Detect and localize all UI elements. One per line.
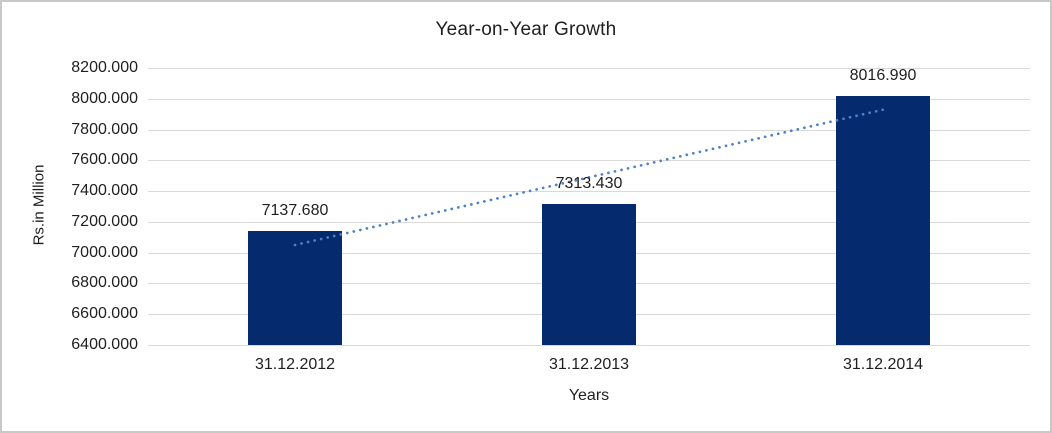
y-tick-label: 7000.000 <box>71 243 138 261</box>
y-tick-label: 6800.000 <box>71 274 138 292</box>
gridline <box>148 68 1030 69</box>
bar <box>836 96 930 345</box>
plot-area <box>148 68 1030 346</box>
x-axis-title: Years <box>568 387 610 404</box>
y-tick-label: 6600.000 <box>71 305 138 323</box>
gridline <box>148 129 1030 131</box>
chart-title: Year-on-Year Growth <box>435 19 617 40</box>
y-tick-label: 7200.000 <box>71 212 138 230</box>
gridline <box>148 345 1030 346</box>
x-category-label: 31.12.2013 <box>548 356 630 373</box>
y-tick-label: 8000.000 <box>71 89 138 107</box>
y-tick-label: 7600.000 <box>71 151 138 169</box>
gridline <box>148 191 1030 193</box>
y-axis-title: Rs.in Million <box>30 164 48 246</box>
y-tick-label: 8200.000 <box>71 59 138 76</box>
y-tick-label: 7800.000 <box>71 120 138 138</box>
gridline <box>148 98 1030 100</box>
bar <box>542 204 636 345</box>
bar <box>248 231 342 345</box>
x-category-label: 31.12.2012 <box>254 356 336 373</box>
y-tick-label: 7400.000 <box>71 182 138 200</box>
x-category-label: 31.12.2014 <box>842 356 924 373</box>
bar-value-label: 7137.680 <box>261 202 329 220</box>
trendline <box>293 108 885 247</box>
bar-value-label: 8016.990 <box>849 67 917 85</box>
bar-value-label: 7313.430 <box>555 175 623 193</box>
trendline-layer <box>293 108 885 247</box>
y-tick-label: 6400.000 <box>71 336 138 353</box>
gridline <box>148 160 1030 162</box>
